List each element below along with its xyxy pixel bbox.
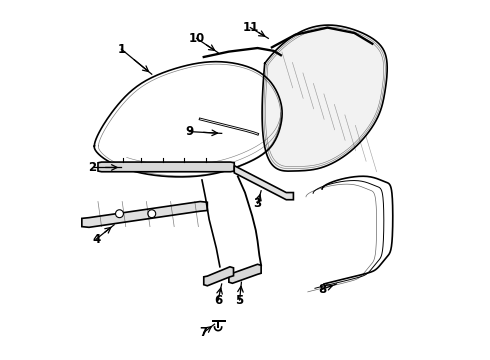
Text: 5: 5 [236, 294, 244, 307]
Polygon shape [234, 166, 294, 200]
Text: 4: 4 [92, 233, 100, 246]
Text: 10: 10 [189, 32, 205, 45]
Text: 8: 8 [318, 283, 326, 296]
Text: 11: 11 [242, 21, 259, 34]
Polygon shape [204, 267, 234, 286]
Polygon shape [94, 62, 282, 177]
Text: 2: 2 [89, 161, 97, 174]
Circle shape [116, 210, 123, 218]
Polygon shape [98, 162, 234, 172]
Circle shape [148, 210, 156, 218]
Polygon shape [229, 264, 261, 283]
Text: 3: 3 [253, 197, 262, 210]
Text: 9: 9 [185, 125, 194, 138]
Polygon shape [262, 25, 387, 171]
Text: 6: 6 [214, 294, 222, 307]
Text: 7: 7 [200, 326, 208, 339]
Text: 1: 1 [117, 42, 125, 55]
Polygon shape [82, 202, 207, 227]
